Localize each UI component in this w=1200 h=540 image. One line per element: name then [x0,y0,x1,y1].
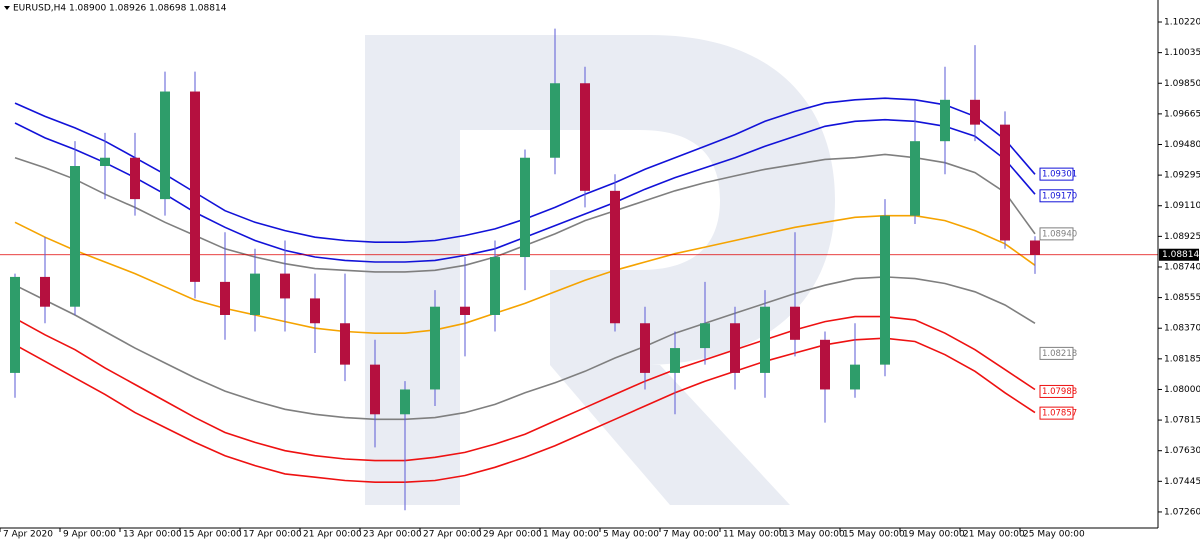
candle-body [280,273,290,299]
y-tick-label: 1.08555 [1164,293,1200,303]
candle-body [940,99,950,142]
y-tick-label: 1.09850 [1164,79,1200,89]
x-tick-label: 29 Apr 00:00 [483,530,542,540]
candle-body [520,157,530,258]
candle-body [610,190,620,324]
x-tick-label: 11 May 00:00 [723,530,785,540]
x-tick-label: 27 Apr 00:00 [423,530,482,540]
candle-body [670,348,680,373]
y-tick-label: 1.09480 [1164,140,1200,150]
x-tick-label: 17 Apr 00:00 [243,530,302,540]
candle-body [490,257,500,315]
x-tick-label: 23 Apr 00:00 [363,530,422,540]
candle-body [790,306,800,340]
candle-body [100,157,110,167]
x-tick-label: 7 Apr 2020 [3,530,53,540]
candle-body [160,91,170,200]
price-label: 1.07857 [1042,409,1077,419]
candle-body [550,83,560,158]
candle-body [1000,124,1010,241]
y-tick-label: 1.09110 [1164,201,1200,211]
candle-body [1030,240,1040,255]
y-tick-label: 1.10220 [1164,18,1200,28]
candle-body [700,323,710,349]
x-tick-label: 15 Apr 00:00 [183,530,242,540]
candle-body [10,276,20,373]
indicator-line [14,315,1036,462]
price-label: 1.08940 [1042,229,1077,239]
x-tick-label: 25 May 00:00 [1023,530,1085,540]
candle-body [640,323,650,373]
price-label: 1.09170 [1042,191,1077,201]
price-label-box [1039,227,1074,241]
x-tick-label: 15 May 00:00 [843,530,905,540]
price-label-box [1039,384,1074,398]
current-price-label: 1.08814 [1162,250,1199,260]
candle-body [190,91,200,282]
candle-body [40,276,50,307]
y-tick-label: 1.09295 [1164,171,1200,181]
candle-body [730,323,740,373]
indicator-line [14,337,1036,483]
x-tick-label: 1 May 00:00 [543,530,599,540]
candle-body [130,157,140,200]
candle-body [370,364,380,415]
y-tick-label: 1.10035 [1164,48,1200,58]
y-tick-label: 1.09665 [1164,109,1200,119]
current-price-box [1159,248,1199,261]
candle-body [310,298,320,324]
x-tick-label: 7 May 00:00 [663,530,719,540]
x-tick-label: 13 May 00:00 [783,530,845,540]
indicator-line [14,276,1036,421]
candle-body [820,339,830,390]
x-tick-label: 19 May 00:00 [903,530,965,540]
price-label: 1.09301 [1042,170,1077,180]
watermark-stem [365,35,460,505]
y-tick-label: 1.07815 [1164,416,1200,426]
candle-body [430,306,440,390]
y-tick-label: 1.08185 [1164,354,1200,364]
x-tick-label: 9 Apr 00:00 [63,530,116,540]
y-tick-label: 1.08000 [1164,385,1200,395]
x-tick-label: 13 Apr 00:00 [123,530,182,540]
price-label: 1.07988 [1042,387,1077,397]
indicator-line [14,214,1036,334]
x-tick-label: 5 May 00:00 [603,530,659,540]
candle-body [580,83,590,191]
candle-body [340,323,350,365]
y-tick-label: 1.08370 [1164,324,1200,334]
price-label-box [1039,406,1074,420]
candle-body [910,141,920,216]
candle-body [220,281,230,315]
y-tick-label: 1.07445 [1164,477,1200,487]
candle-body [880,215,890,365]
candle-body [760,306,770,373]
x-tick-label: 21 Apr 00:00 [303,530,362,540]
candle-body [70,166,80,307]
watermark-leg [550,365,790,505]
plot-area [0,28,1158,511]
y-tick-label: 1.08740 [1164,262,1200,272]
candle-body [250,273,260,315]
price-label-box [1039,189,1074,203]
candle-body [850,364,860,390]
x-tick-label: 21 May 00:00 [963,530,1025,540]
price-label: 1.08218 [1042,349,1077,359]
menu-arrow [4,6,10,10]
y-tick-label: 1.07630 [1164,446,1200,456]
candle-body [460,306,470,315]
price-label-box [1039,346,1074,360]
y-tick-label: 1.07260 [1164,507,1200,517]
price-label-box [1039,167,1074,181]
y-tick-label: 1.08925 [1164,232,1200,242]
candle-body [400,389,410,415]
symbol-info: EURUSD,H4 1.08900 1.08926 1.08698 1.0881… [13,4,227,14]
candle-body [970,99,980,125]
